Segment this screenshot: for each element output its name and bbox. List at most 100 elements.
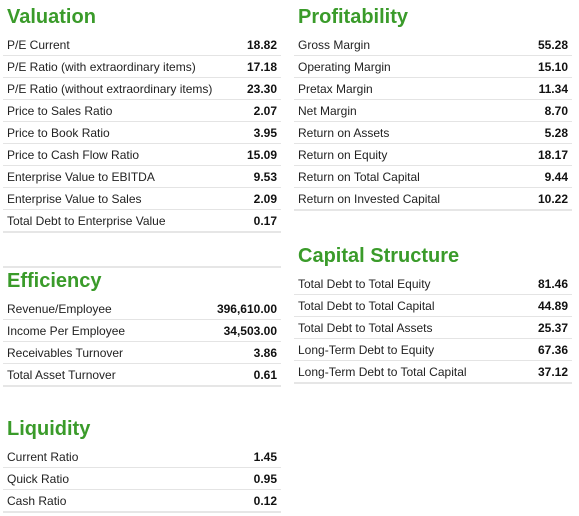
table-row: Pretax Margin 11.34 <box>294 78 572 100</box>
row-value: 18.82 <box>246 37 277 52</box>
row-value: 55.28 <box>537 37 568 52</box>
row-label: Cash Ratio <box>7 493 67 508</box>
row-value: 0.12 <box>253 493 277 508</box>
table-row: Price to Sales Ratio 2.07 <box>3 100 281 122</box>
table-row: Gross Margin 55.28 <box>294 34 572 56</box>
row-label: Gross Margin <box>298 37 371 52</box>
row-value: 11.34 <box>538 81 568 96</box>
row-label: Return on Total Capital <box>298 169 420 184</box>
table-row: Return on Invested Capital 10.22 <box>294 188 572 211</box>
row-label: Return on Invested Capital <box>298 191 441 206</box>
table-row: Total Debt to Total Assets 25.37 <box>294 317 572 339</box>
row-value: 34,503.00 <box>223 323 277 338</box>
table-row: Total Debt to Total Capital 44.89 <box>294 295 572 317</box>
row-value: 23.30 <box>246 81 277 96</box>
capital-structure-section: Capital Structure Total Debt to Total Eq… <box>294 244 572 384</box>
table-row: P/E Ratio (with extraordinary items) 17.1… <box>3 56 281 78</box>
efficiency-title: Efficiency <box>7 270 102 292</box>
liquidity-section: Liquidity Current Ratio 1.45 Quick Ratio 0… <box>3 417 281 513</box>
table-row: Operating Margin 15.10 <box>294 56 572 78</box>
row-label: Revenue/Employee <box>7 301 112 316</box>
row-value: 17.18 <box>246 59 277 74</box>
table-row: Total Asset Turnover 0.61 <box>3 364 281 387</box>
row-label: Total Debt to Total Capital <box>298 298 435 313</box>
row-label: Return on Assets <box>298 125 390 140</box>
row-value: 0.61 <box>253 367 277 382</box>
row-value: 2.09 <box>253 191 277 206</box>
row-value: 67.36 <box>537 342 568 357</box>
capital-structure-title: Capital Structure <box>298 245 460 267</box>
table-row: Return on Total Capital 9.44 <box>294 166 572 188</box>
table-row: Receivables Turnover 3.86 <box>3 342 281 364</box>
table-row: Price to Book Ratio 3.95 <box>3 122 281 144</box>
table-row: Net Margin 8.70 <box>294 100 572 122</box>
table-row: P/E Ratio (without extraordinary items) 2… <box>3 78 281 100</box>
row-value: 44.89 <box>537 298 568 313</box>
row-label: Price to Cash Flow Ratio <box>7 147 140 162</box>
row-label: Enterprise Value to Sales <box>7 191 142 206</box>
row-value: 0.95 <box>253 471 277 486</box>
row-value: 2.07 <box>253 103 277 118</box>
profitability-table: Gross Margin 55.28 Operating Margin 15.10 … <box>294 34 572 211</box>
row-label: Pretax Margin <box>298 81 373 96</box>
liquidity-title: Liquidity <box>7 418 91 440</box>
efficiency-section: Efficiency Revenue/Employee 396,610.00 In… <box>3 266 281 387</box>
table-row: Return on Assets 5.28 <box>294 122 572 144</box>
row-value: 396,610.00 <box>216 301 277 316</box>
row-value: 5.28 <box>544 125 568 140</box>
capital-structure-table: Total Debt to Total Equity 81.46 Total De… <box>294 273 572 384</box>
efficiency-table: Revenue/Employee 396,610.00 Income Per Em… <box>3 298 281 387</box>
row-value: 18.17 <box>537 147 568 162</box>
valuation-section: Valuation P/E Current 18.82 P/E Ratio (wi… <box>3 5 281 233</box>
table-row: Long-Term Debt to Total Capital 37.12 <box>294 361 572 384</box>
row-label: Return on Equity <box>298 147 388 162</box>
table-row: Income Per Employee 34,503.00 <box>3 320 281 342</box>
row-label: Income Per Employee <box>7 323 126 338</box>
row-value: 3.95 <box>253 125 277 140</box>
row-value: 81.46 <box>537 276 568 291</box>
row-label: Price to Book Ratio <box>7 125 110 140</box>
section-divider <box>3 266 281 268</box>
table-row: Enterprise Value to EBITDA 9.53 <box>3 166 281 188</box>
row-value: 3.86 <box>253 345 277 360</box>
row-label: Current Ratio <box>7 449 79 464</box>
row-label: Total Asset Turnover <box>7 367 116 382</box>
row-label: Net Margin <box>298 103 357 118</box>
row-label: Price to Sales Ratio <box>7 103 113 118</box>
table-row: Current Ratio 1.45 <box>3 446 281 468</box>
row-label: Receivables Turnover <box>7 345 124 360</box>
row-label: Total Debt to Total Assets <box>298 320 433 335</box>
table-row: Long-Term Debt to Equity 67.36 <box>294 339 572 361</box>
row-value: 10.22 <box>537 191 568 206</box>
row-label: Total Debt to Enterprise Value <box>7 213 166 228</box>
row-label: Enterprise Value to EBITDA <box>7 169 155 184</box>
row-label: Operating Margin <box>298 59 391 74</box>
row-value: 9.44 <box>544 169 568 184</box>
table-row: Revenue/Employee 396,610.00 <box>3 298 281 320</box>
table-row: P/E Current 18.82 <box>3 34 281 56</box>
table-row: Total Debt to Enterprise Value 0.17 <box>3 210 281 233</box>
table-row: Cash Ratio 0.12 <box>3 490 281 513</box>
row-label: Long-Term Debt to Total Capital <box>298 364 467 379</box>
row-label: P/E Ratio (with extraordinary items) <box>7 59 196 74</box>
row-label: Long-Term Debt to Equity <box>298 342 435 357</box>
table-row: Total Debt to Total Equity 81.46 <box>294 273 572 295</box>
row-value: 0.17 <box>253 213 277 228</box>
valuation-title: Valuation <box>7 6 96 28</box>
row-label: P/E Ratio (without extraordinary items) <box>7 81 213 96</box>
row-label: P/E Current <box>7 37 70 52</box>
row-label: Quick Ratio <box>7 471 70 486</box>
row-value: 9.53 <box>253 169 277 184</box>
table-row: Quick Ratio 0.95 <box>3 468 281 490</box>
row-value: 37.12 <box>537 364 568 379</box>
row-value: 1.45 <box>253 449 277 464</box>
liquidity-table: Current Ratio 1.45 Quick Ratio 0.95 Cash R… <box>3 446 281 513</box>
row-label: Total Debt to Total Equity <box>298 276 431 291</box>
row-value: 8.70 <box>544 103 568 118</box>
valuation-table: P/E Current 18.82 P/E Ratio (with extraor… <box>3 34 281 233</box>
table-row: Enterprise Value to Sales 2.09 <box>3 188 281 210</box>
profitability-title: Profitability <box>298 6 409 28</box>
profitability-section: Profitability Gross Margin 55.28 Operatin… <box>294 5 572 211</box>
table-row: Return on Equity 18.17 <box>294 144 572 166</box>
row-value: 25.37 <box>537 320 568 335</box>
